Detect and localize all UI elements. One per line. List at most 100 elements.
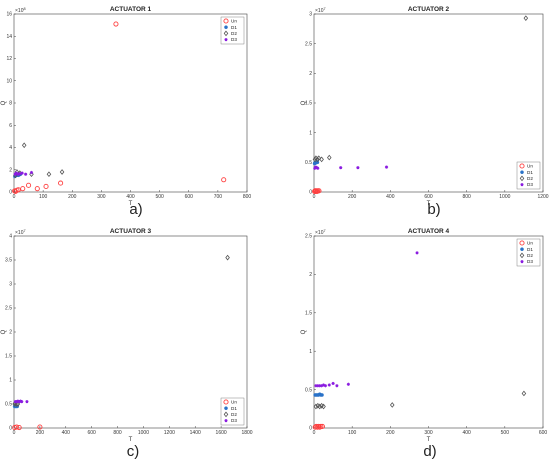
legend-entry: D1 bbox=[527, 247, 533, 252]
series-d2 bbox=[313, 390, 527, 410]
x-tick-label: 200 bbox=[36, 430, 45, 436]
data-point bbox=[59, 169, 65, 175]
x-tick-label: 800 bbox=[243, 194, 252, 200]
y-axis-label: Q bbox=[1, 100, 7, 105]
series-un bbox=[12, 21, 227, 194]
data-point bbox=[321, 403, 326, 410]
data-point bbox=[225, 254, 230, 261]
x-tick-label: 1800 bbox=[241, 430, 252, 436]
data-point bbox=[14, 400, 19, 404]
legend-marker bbox=[520, 170, 524, 174]
legend-marker bbox=[224, 38, 228, 42]
y-tick-label: 2 bbox=[309, 272, 312, 278]
chart-title: ACTUATOR 1 bbox=[110, 6, 152, 13]
y-tick-label: 1 bbox=[309, 349, 312, 355]
legend-box bbox=[516, 238, 541, 267]
y-tick-label: 3.5 bbox=[5, 258, 12, 264]
y-tick-label: 16 bbox=[6, 12, 12, 18]
x-tick-label: 0 bbox=[313, 430, 316, 436]
data-point bbox=[335, 384, 339, 388]
data-point bbox=[20, 400, 24, 404]
x-tick-label: 0 bbox=[313, 194, 316, 200]
y-tick-label: 0 bbox=[309, 190, 312, 196]
y-exponent-label: ×107 bbox=[315, 229, 326, 236]
data-point bbox=[20, 171, 24, 175]
x-tick-label: 1600 bbox=[216, 430, 227, 436]
legend-entry: Un bbox=[527, 164, 533, 169]
y-tick-label: 0 bbox=[9, 426, 12, 432]
x-axis-label: T bbox=[427, 201, 431, 207]
plot-area bbox=[13, 13, 248, 193]
x-tick-label: 800 bbox=[462, 194, 471, 200]
chart-title: ACTUATOR 4 bbox=[408, 228, 450, 235]
data-point bbox=[315, 160, 320, 165]
y-tick-label: 1.5 bbox=[305, 101, 312, 107]
series-d2 bbox=[312, 15, 529, 163]
data-point bbox=[320, 384, 324, 388]
legend-marker bbox=[519, 163, 525, 169]
data-point bbox=[16, 172, 20, 176]
y-tick-label: 2.5 bbox=[5, 306, 12, 312]
y-tick-label: 2 bbox=[9, 330, 12, 336]
y-tick-label: 2.5 bbox=[305, 234, 312, 240]
legend-marker bbox=[224, 25, 228, 30]
panel-caption: c) bbox=[127, 443, 140, 460]
x-tick-label: 500 bbox=[155, 194, 164, 200]
legend-entry: D2 bbox=[527, 176, 533, 181]
data-point bbox=[14, 171, 18, 175]
x-tick-label: 300 bbox=[97, 194, 106, 200]
y-exponent-label: ×107 bbox=[315, 7, 326, 14]
data-point bbox=[21, 142, 27, 149]
x-tick-label: 200 bbox=[68, 194, 77, 200]
legend-entry: D2 bbox=[231, 31, 237, 36]
x-tick-label: 400 bbox=[126, 194, 135, 200]
x-tick-label: 1200 bbox=[164, 430, 175, 436]
x-tick-label: 800 bbox=[113, 430, 122, 436]
legend-entry: Un bbox=[231, 19, 237, 24]
data-point bbox=[521, 390, 527, 397]
data-point bbox=[327, 383, 331, 387]
data-point bbox=[321, 383, 326, 387]
y-tick-label: 2 bbox=[9, 167, 12, 173]
data-point bbox=[58, 180, 64, 186]
data-point bbox=[319, 423, 325, 430]
data-point bbox=[16, 424, 22, 431]
x-tick-label: 600 bbox=[87, 430, 96, 436]
plot-area bbox=[313, 235, 544, 429]
data-point bbox=[315, 156, 320, 163]
legend-entry: Un bbox=[231, 400, 237, 405]
series-d1 bbox=[313, 392, 324, 397]
legend-marker bbox=[520, 183, 524, 187]
y-tick-label: 0 bbox=[309, 426, 312, 432]
chart-panel-2: ACTUATOR 2 0 200 400 600 800 1000 1200 0 0.5 1 1.5 2… bbox=[301, 6, 549, 218]
y-axis-label: Q bbox=[301, 329, 307, 334]
data-point bbox=[331, 381, 335, 386]
data-point bbox=[314, 384, 318, 388]
data-point bbox=[389, 402, 395, 408]
data-point bbox=[523, 15, 529, 21]
y-tick-label: 1.5 bbox=[305, 311, 312, 317]
x-tick-label: 100 bbox=[348, 430, 357, 436]
data-point bbox=[18, 172, 22, 176]
legend-marker bbox=[224, 406, 228, 411]
y-tick-label: 4 bbox=[9, 145, 12, 151]
x-tick-label: 400 bbox=[386, 194, 395, 200]
y-tick-label: 1 bbox=[309, 130, 312, 136]
x-tick-label: 600 bbox=[185, 194, 194, 200]
data-point bbox=[221, 177, 227, 183]
y-axis-label: Q bbox=[301, 100, 307, 105]
series-d3 bbox=[313, 165, 389, 170]
x-tick-label: 200 bbox=[386, 430, 395, 436]
legend-entry: Un bbox=[527, 241, 533, 246]
y-exponent-label: ×107 bbox=[15, 229, 26, 236]
data-point bbox=[313, 188, 319, 194]
data-point bbox=[43, 183, 49, 189]
data-point bbox=[326, 154, 332, 161]
legend-marker bbox=[223, 18, 229, 24]
x-tick-label: 700 bbox=[214, 194, 223, 200]
data-point bbox=[34, 186, 40, 192]
